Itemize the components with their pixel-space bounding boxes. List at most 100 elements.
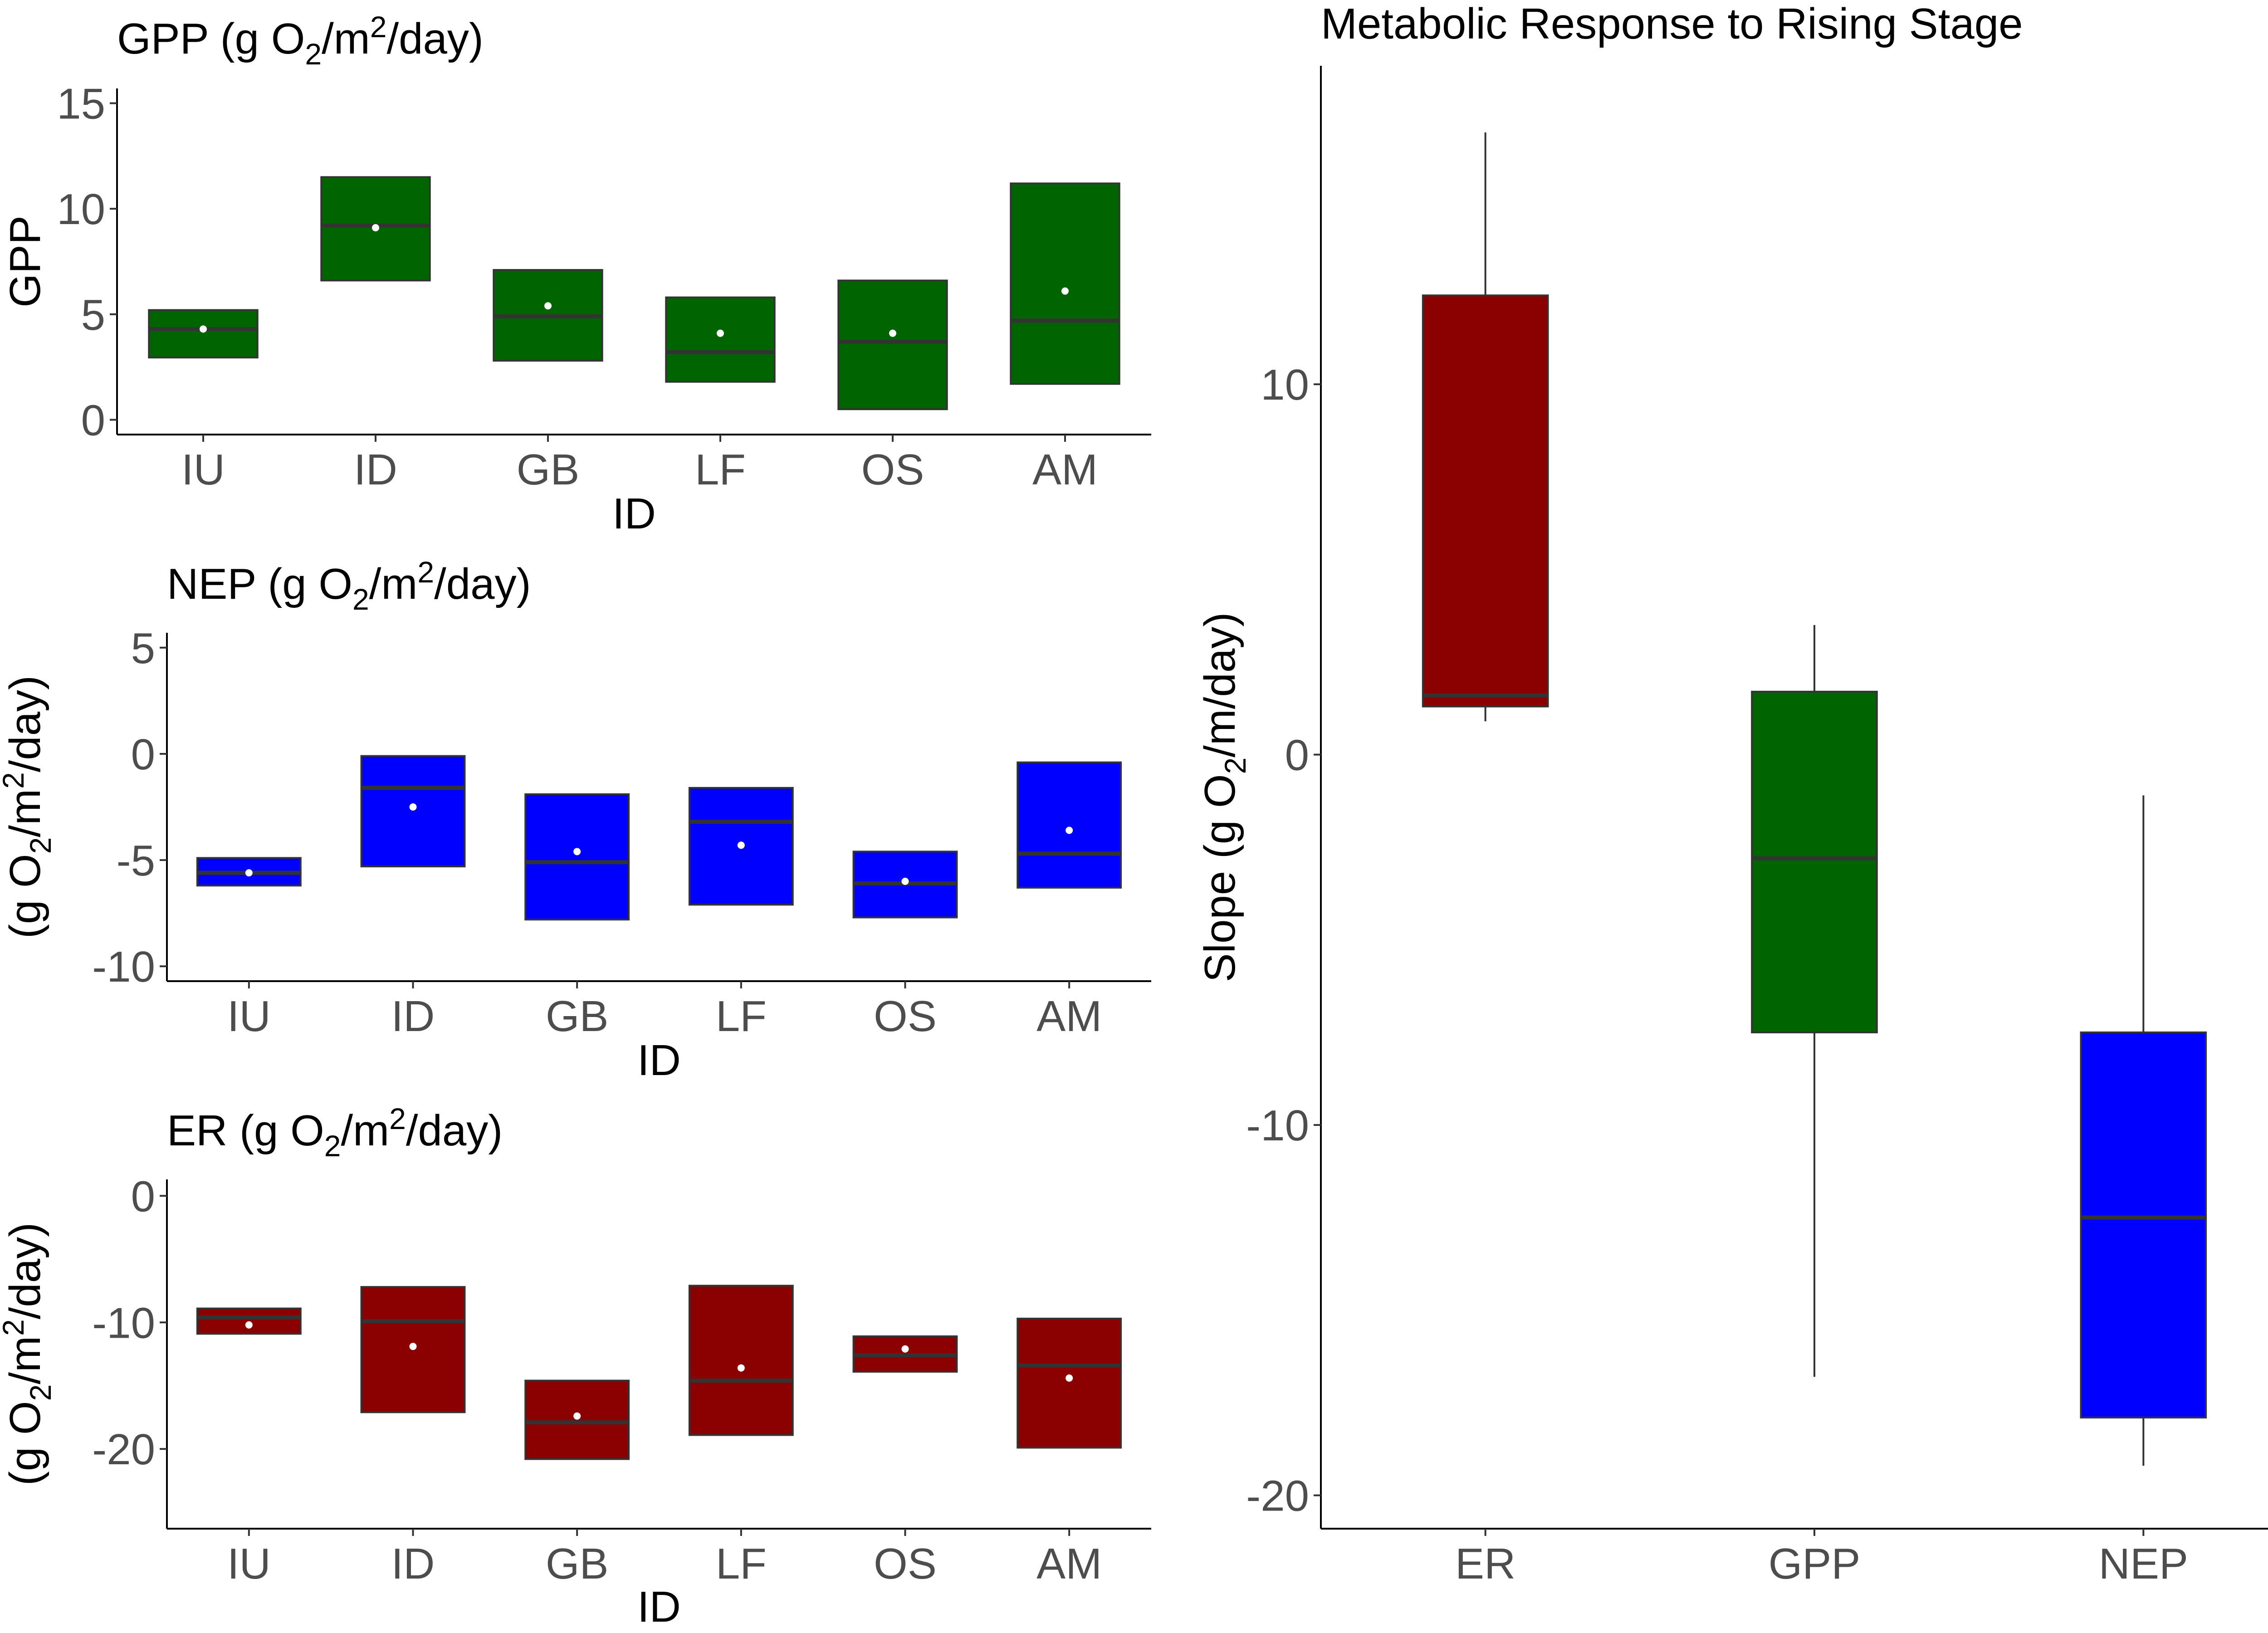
- box-NEP: [2080, 795, 2207, 1466]
- box-ID: [360, 1286, 466, 1413]
- mean-point: [372, 224, 379, 232]
- label-prefix: GPP: [1, 215, 49, 308]
- x-tick-label-GB: GB: [546, 1540, 609, 1588]
- x-tick-label-AM: AM: [1032, 445, 1098, 494]
- y-tick-label: 10: [57, 185, 105, 234]
- x-tick-label-GPP: GPP: [1769, 1540, 1861, 1588]
- label-mid: /m: [369, 560, 418, 608]
- y-tick-label: -10: [92, 943, 155, 991]
- y-tick-label: -20: [1246, 1472, 1309, 1521]
- y-tick-label: 15: [57, 80, 105, 128]
- y-tick-label: 5: [81, 291, 105, 339]
- x-tick-label-LF: LF: [716, 1540, 767, 1588]
- mean-point: [245, 1321, 253, 1329]
- box-GPP: [1751, 625, 1878, 1377]
- box-OS: [852, 851, 958, 919]
- x-tick-label-IU: IU: [227, 992, 271, 1041]
- box-ID: [360, 755, 466, 868]
- box-GB: [524, 793, 630, 921]
- box-OS: [837, 279, 948, 411]
- box-GB: [493, 269, 603, 362]
- label-prefix: Metabolic Response to Rising Stage: [1321, 0, 2023, 48]
- mean-point: [901, 1345, 909, 1353]
- mean-point: [1066, 826, 1073, 834]
- box-body: [1017, 761, 1122, 889]
- label-suffix: /day): [1, 1222, 49, 1319]
- label-suffix: /day): [406, 1106, 503, 1155]
- mean-point: [544, 302, 552, 310]
- x-tick-label-GB: GB: [517, 445, 580, 494]
- x-axis-label: ID: [612, 489, 656, 538]
- y-tick-label: 5: [131, 624, 155, 673]
- y-tick-label: 10: [1261, 361, 1309, 409]
- label-prefix: (g O: [1, 1401, 49, 1486]
- x-tick-label-ID: ID: [391, 992, 435, 1041]
- x-tick-label-OS: OS: [874, 1540, 937, 1588]
- y-tick-label: -10: [92, 1299, 155, 1347]
- box-AM: [1017, 1317, 1122, 1449]
- label-sup: 2: [389, 1102, 406, 1135]
- label-sub: 2: [324, 1129, 341, 1163]
- label-mid: /m: [341, 1106, 389, 1155]
- box-AM: [1017, 761, 1122, 889]
- label-prefix: ER (g O: [167, 1106, 324, 1155]
- box-body: [1017, 1317, 1122, 1449]
- mean-point: [717, 329, 724, 337]
- box-ID: [320, 176, 431, 282]
- mean-point: [737, 841, 745, 849]
- label-sup: 2: [370, 10, 387, 44]
- label-prefix: (g O: [1, 854, 49, 939]
- box-body: [196, 1307, 302, 1335]
- x-tick-label-ER: ER: [1455, 1540, 1515, 1588]
- x-tick-label-AM: AM: [1036, 1540, 1102, 1588]
- box-LF: [665, 296, 776, 383]
- box-ER: [1422, 132, 1549, 722]
- label-suffix: /day): [434, 560, 531, 608]
- label-sub: 2: [352, 582, 369, 616]
- box-GB: [524, 1379, 630, 1460]
- y-tick-label: 0: [131, 1172, 155, 1221]
- box-body: [1010, 182, 1120, 385]
- label-mid: /m: [322, 15, 370, 63]
- x-axis-label: ID: [637, 1036, 681, 1085]
- box-body: [2080, 1031, 2207, 1419]
- box-body: [1751, 690, 1878, 1033]
- box-LF: [688, 1285, 794, 1436]
- mean-point: [409, 1343, 417, 1350]
- box-body: [524, 1379, 630, 1460]
- mean-point: [889, 329, 896, 337]
- y-axis-label: (g O2/m2/day): [0, 675, 57, 939]
- label-suffix: /day): [1, 675, 49, 772]
- y-axis-label: GPP: [1, 215, 49, 308]
- chart-title-slope: Metabolic Response to Rising Stage: [1321, 0, 2023, 48]
- chart-title-gpp: GPP (g O2/m2/day): [117, 10, 484, 71]
- box-body: [1422, 294, 1549, 708]
- label-mid: /m: [1, 789, 49, 837]
- label-prefix: GPP (g O: [117, 15, 305, 63]
- y-tick-label: -10: [1246, 1101, 1309, 1150]
- x-tick-label-OS: OS: [861, 445, 924, 494]
- label-suffix: /day): [386, 15, 483, 63]
- label-sup: 2: [0, 1319, 30, 1336]
- box-body: [524, 793, 630, 921]
- x-tick-label-IU: IU: [181, 445, 225, 494]
- chart-title-er: ER (g O2/m2/day): [167, 1102, 503, 1163]
- x-tick-label-ID: ID: [354, 445, 397, 494]
- label-prefix: Slope (g O: [1196, 774, 1244, 982]
- x-tick-label-LF: LF: [695, 445, 746, 494]
- x-tick-label-AM: AM: [1036, 992, 1102, 1041]
- mean-point: [200, 325, 207, 333]
- box-AM: [1010, 182, 1120, 385]
- label-sup: 2: [417, 555, 434, 589]
- mean-point: [573, 848, 581, 856]
- y-axis-label: (g O2/m2/day): [0, 1222, 57, 1486]
- box-body: [837, 279, 948, 411]
- box-body: [688, 1285, 794, 1436]
- x-tick-label-OS: OS: [874, 992, 937, 1041]
- mean-point: [901, 877, 909, 885]
- box-body: [148, 309, 259, 359]
- x-tick-label-ID: ID: [391, 1540, 435, 1588]
- chart-slope: Metabolic Response to Rising Stage -20 -10…: [1196, 0, 2268, 1588]
